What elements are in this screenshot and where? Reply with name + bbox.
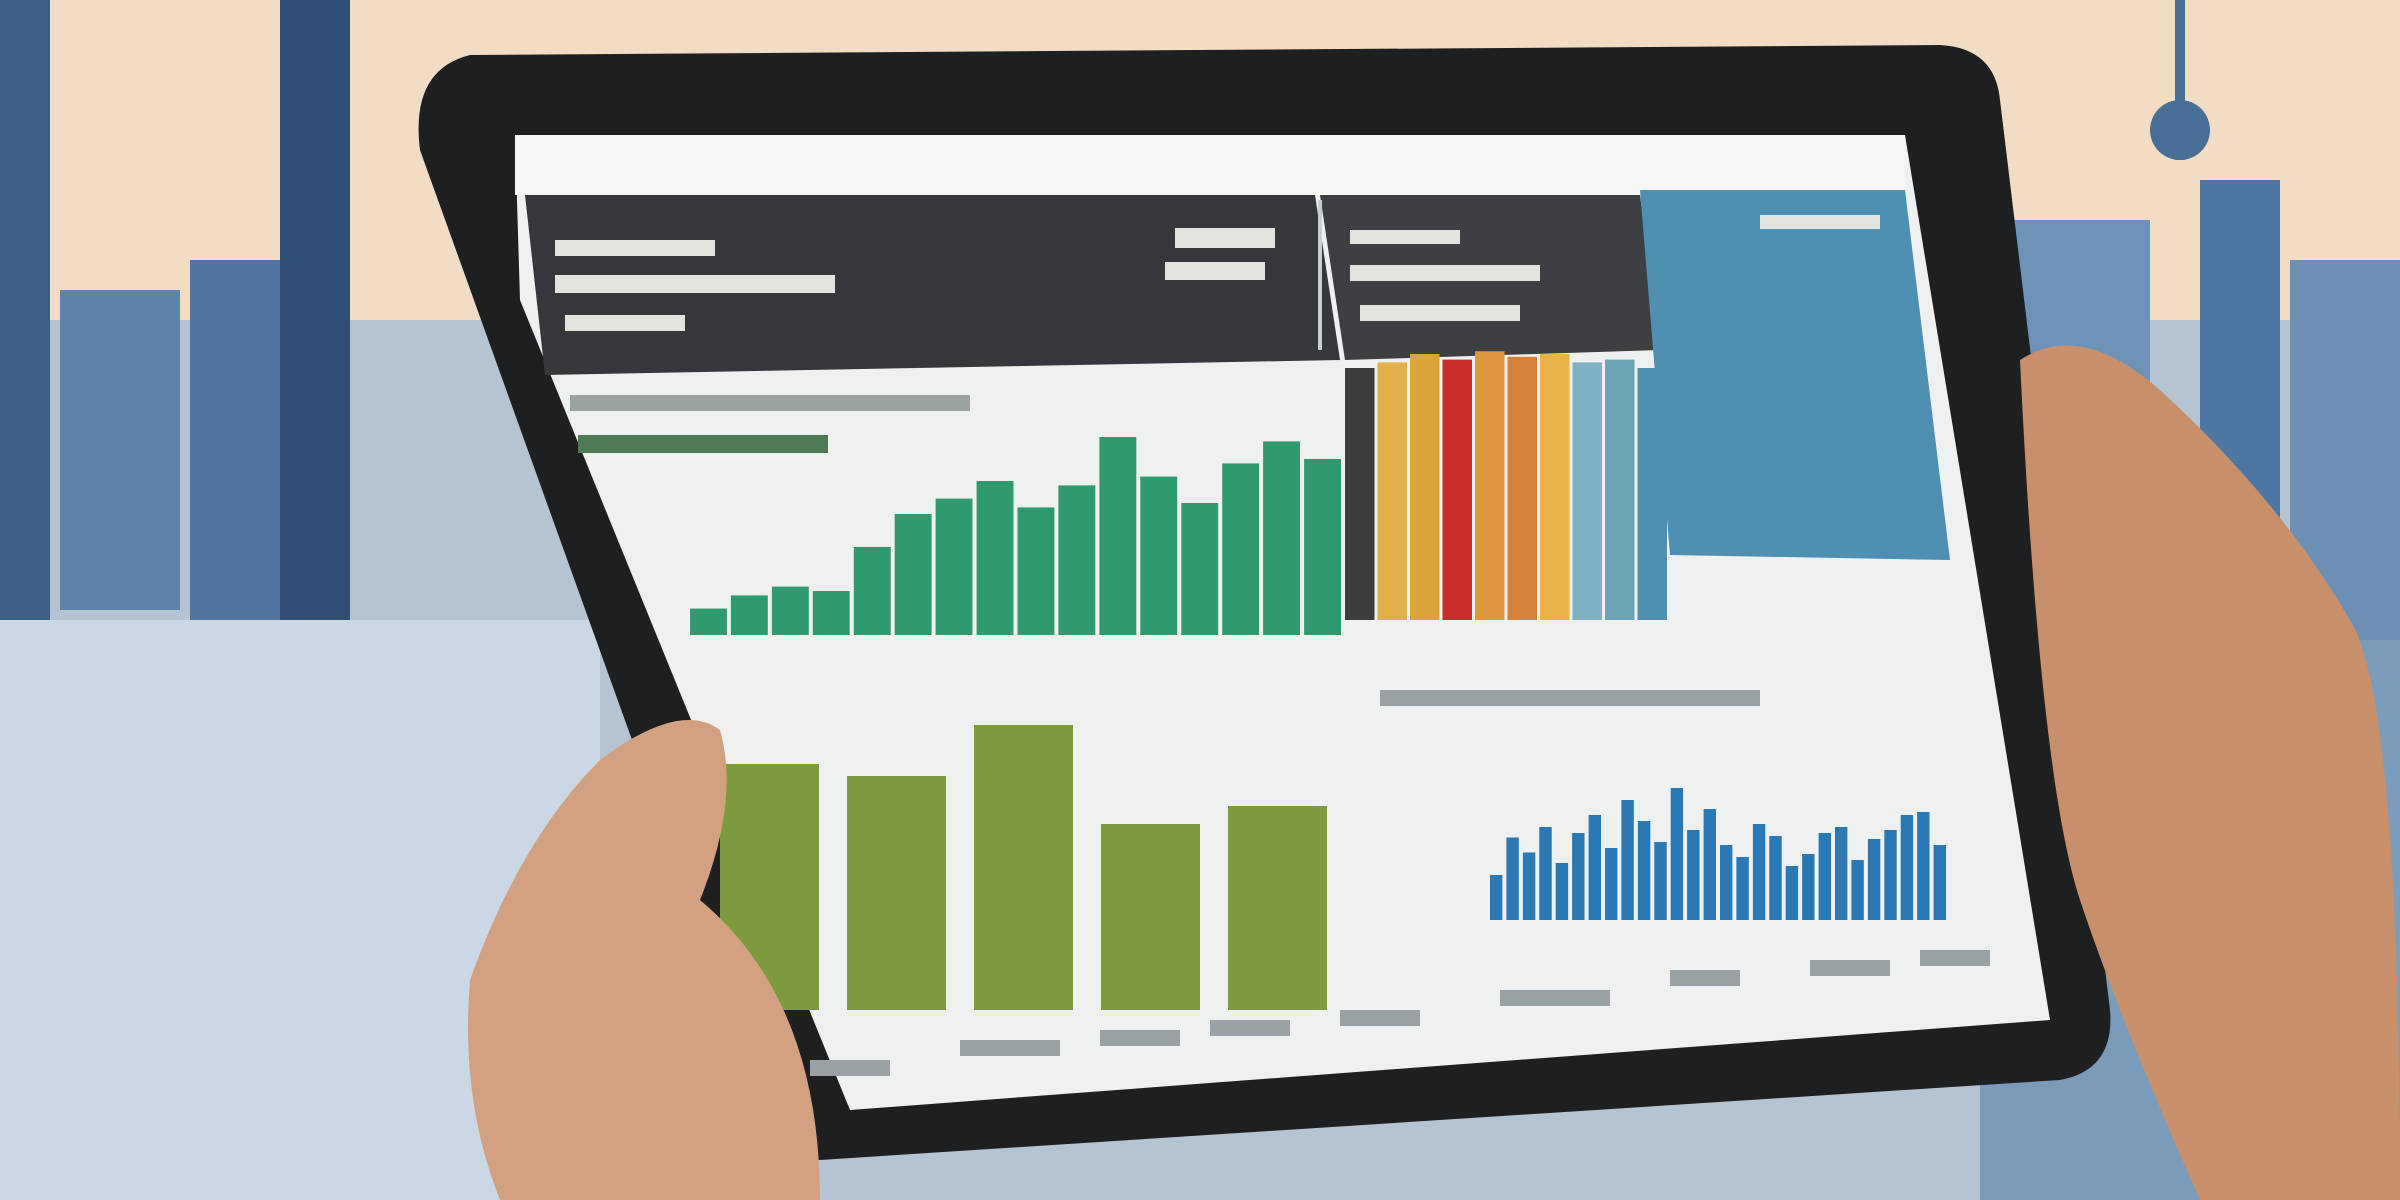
blue-bar-chart [1490, 788, 1946, 920]
bar-3-5 [1572, 833, 1585, 920]
tablet [418, 45, 2111, 1161]
screen-top-strip [515, 135, 1905, 195]
bar-0-7 [976, 481, 1014, 635]
bar-2-2 [974, 725, 1073, 1010]
bar-1-0 [1345, 368, 1375, 620]
header-panel-left [525, 195, 1340, 375]
bar-0-9 [1058, 485, 1096, 635]
bar-3-20 [1818, 833, 1831, 920]
bar-1-4 [1475, 351, 1505, 620]
bar-3-9 [1637, 821, 1651, 920]
bar-3-17 [1769, 836, 1782, 920]
bar-3-11 [1670, 788, 1684, 920]
bar-1-2 [1410, 354, 1440, 620]
bar-3-0 [1490, 875, 1503, 920]
bar-0-3 [812, 591, 850, 635]
header-panel-right [1640, 190, 1950, 560]
bar-3-14 [1720, 845, 1733, 920]
bar-3-26 [1917, 812, 1930, 920]
header-divider [1318, 200, 1322, 350]
hands [468, 345, 2400, 1200]
bar-3-21 [1835, 827, 1848, 920]
bar-3-3 [1539, 827, 1552, 920]
bar-2-1 [847, 776, 946, 1010]
bar-0-1 [730, 595, 768, 635]
bar-0-6 [935, 498, 973, 635]
bar-1-8 [1605, 359, 1635, 620]
bar-3-13 [1703, 809, 1716, 920]
olive-bar-chart [720, 725, 1327, 1010]
bar-3-24 [1884, 830, 1897, 920]
bar-3-8 [1621, 800, 1634, 920]
bar-3-10 [1654, 842, 1667, 920]
bar-1-6 [1540, 354, 1570, 620]
bar-1-9 [1637, 368, 1667, 620]
bar-0-2 [771, 586, 809, 635]
bar-0-15 [1304, 459, 1341, 635]
bar-3-1 [1506, 837, 1519, 920]
right-hand [2020, 345, 2400, 1200]
bar-2-4 [1228, 806, 1327, 1010]
blurred-subtitle-text [570, 395, 970, 453]
bar-3-22 [1851, 860, 1864, 920]
bar-3-2 [1522, 852, 1536, 920]
bar-1-3 [1442, 359, 1472, 620]
left-hand [468, 720, 820, 1200]
bar-3-7 [1605, 848, 1618, 920]
bar-0-14 [1263, 441, 1300, 635]
bar-3-25 [1900, 815, 1914, 920]
bar-1-5 [1507, 356, 1537, 620]
bar-3-15 [1736, 857, 1749, 920]
bar-0-0 [690, 608, 727, 635]
bar-0-4 [853, 547, 891, 635]
bar-0-12 [1181, 503, 1219, 635]
bar-1-7 [1572, 362, 1602, 620]
bar-3-4 [1555, 863, 1569, 920]
bar-0-8 [1017, 507, 1055, 635]
bar-3-23 [1867, 839, 1881, 920]
bar-0-13 [1222, 463, 1260, 635]
color-bar-chart [1345, 351, 1667, 620]
bar-0-5 [894, 514, 932, 635]
blurred-axis-labels [810, 690, 1990, 1076]
blurred-header-text [555, 215, 1880, 331]
bar-3-12 [1687, 830, 1700, 920]
bar-3-27 [1933, 845, 1946, 920]
bar-0-11 [1140, 476, 1178, 635]
bar-1-1 [1377, 362, 1407, 620]
bar-3-16 [1752, 824, 1766, 920]
bar-3-6 [1588, 815, 1601, 920]
bar-0-10 [1099, 437, 1137, 635]
bar-3-18 [1785, 866, 1799, 920]
green-bar-chart [690, 437, 1341, 635]
bar-2-3 [1101, 824, 1200, 1010]
bar-3-19 [1802, 854, 1815, 920]
